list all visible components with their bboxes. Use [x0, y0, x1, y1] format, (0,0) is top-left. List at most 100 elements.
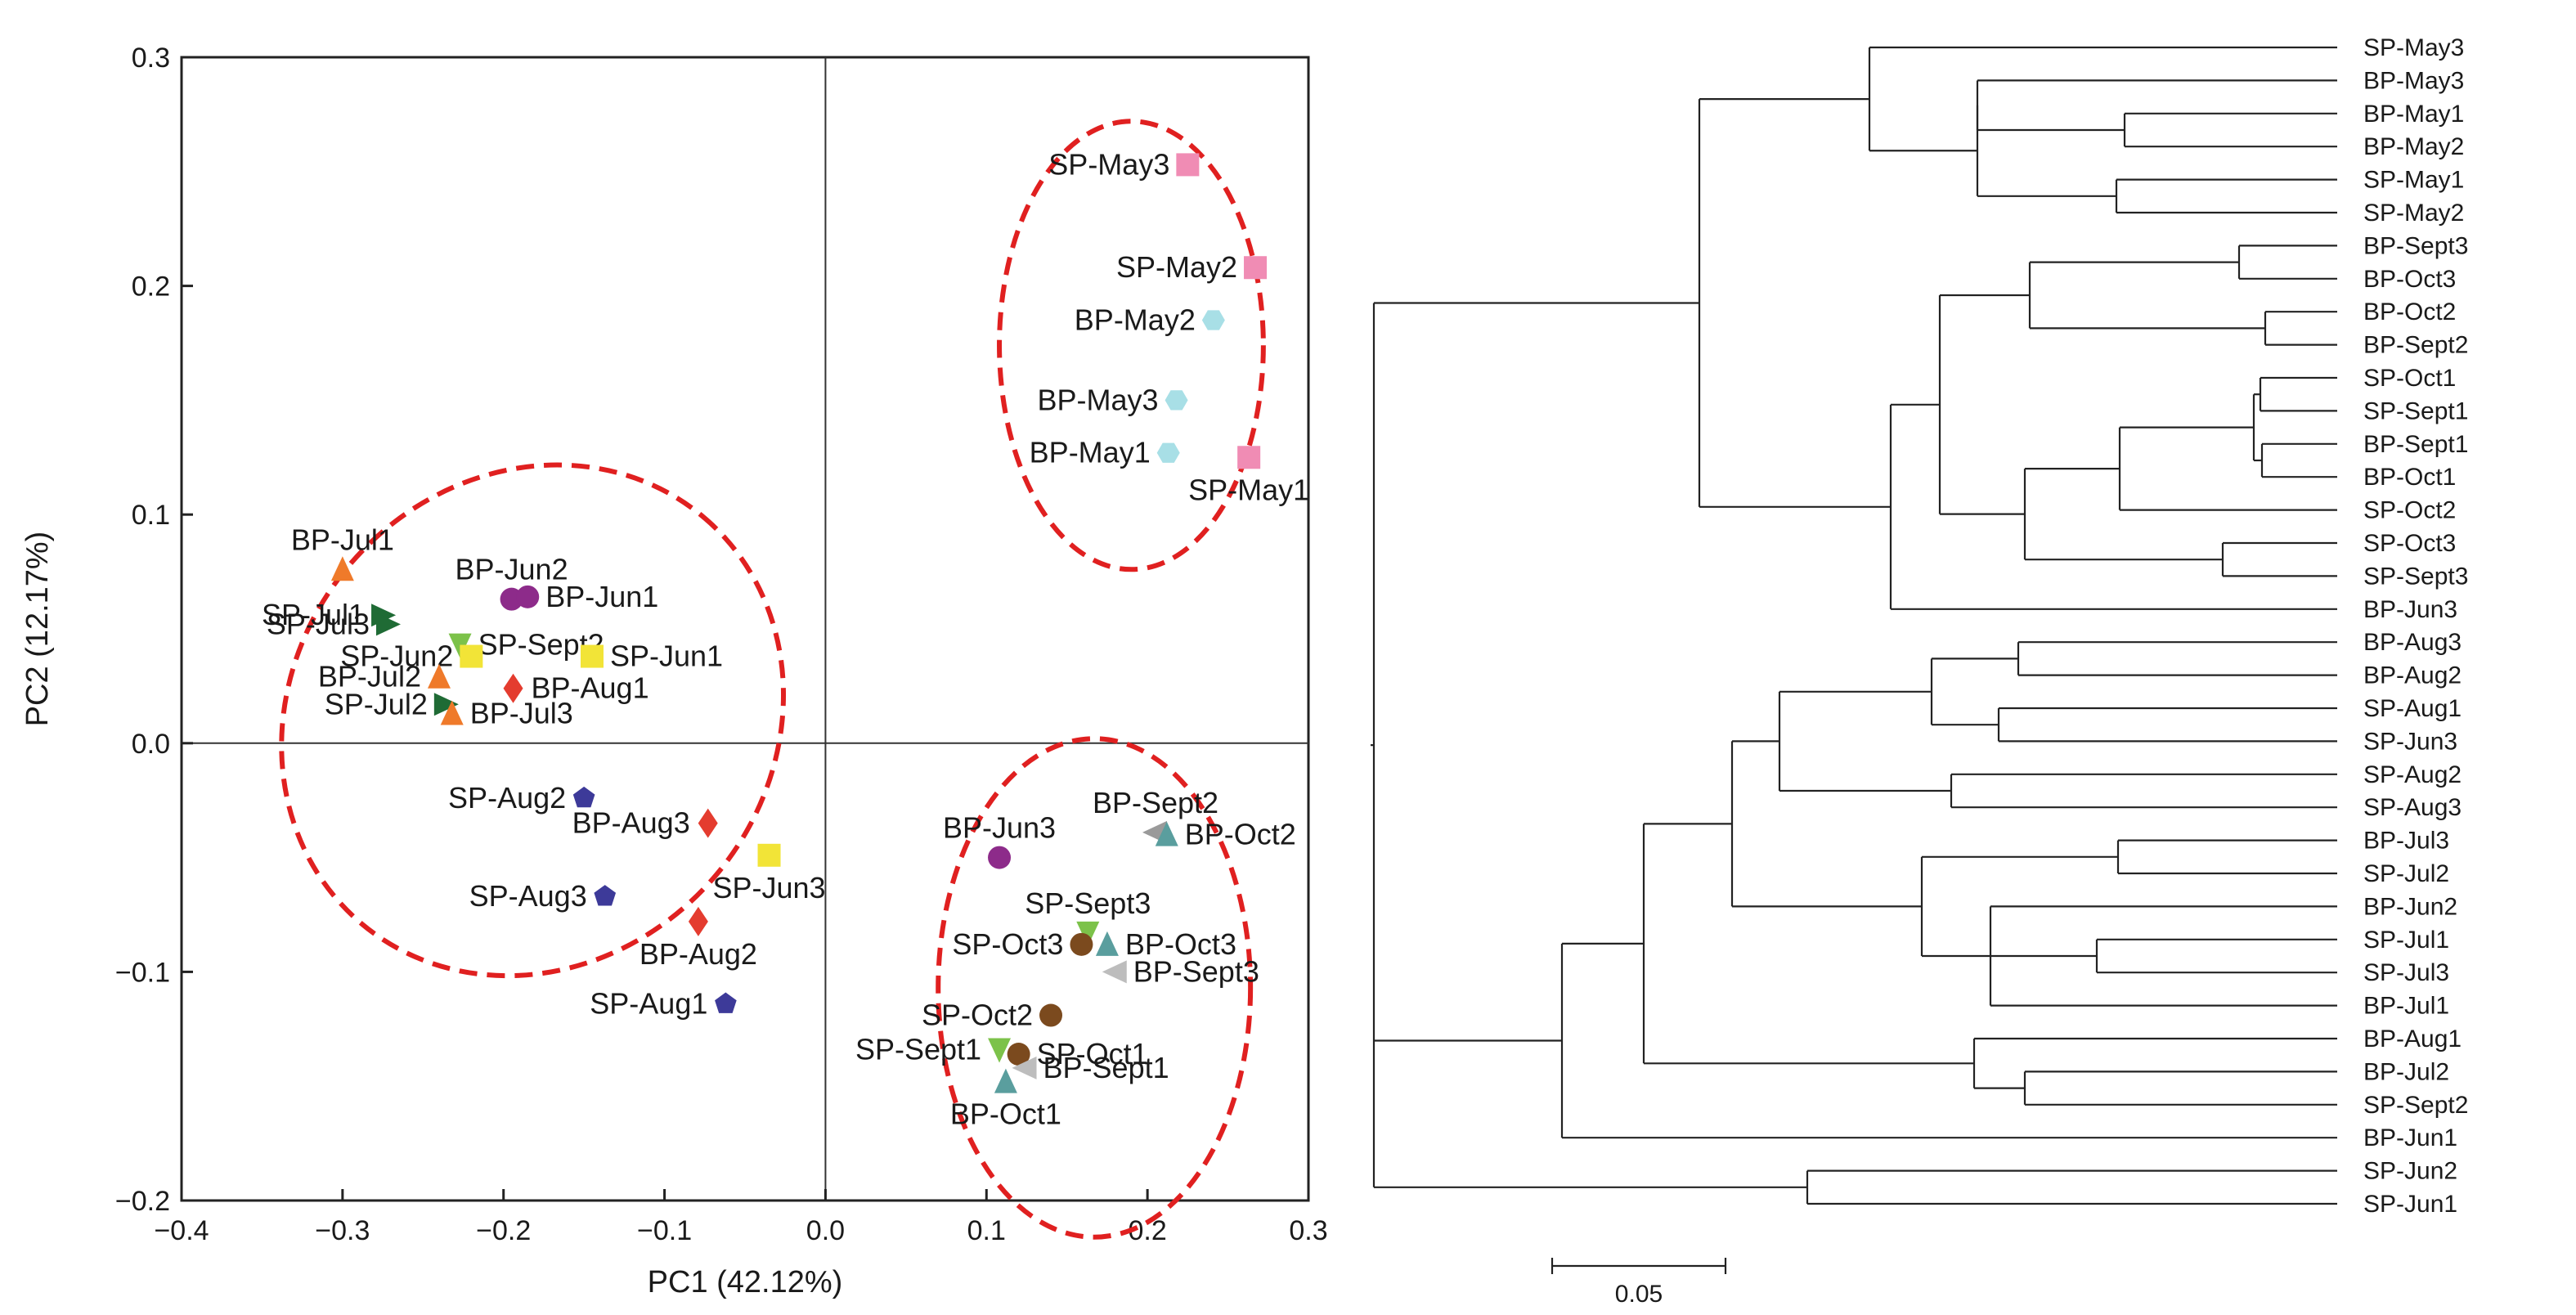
point-marker — [1076, 921, 1100, 946]
point-marker — [1237, 446, 1261, 469]
point-marker — [375, 613, 401, 636]
point-label: BP-May3 — [1038, 383, 1159, 416]
point-marker — [440, 700, 464, 725]
x-tick-label: −0.3 — [315, 1215, 370, 1246]
point-marker — [1007, 1043, 1030, 1066]
leaf-label: BP-Oct1 — [2363, 464, 2456, 491]
x-axis-title: PC1 (42.12%) — [648, 1265, 843, 1299]
y-tick-label: 0.1 — [132, 500, 170, 531]
y-tick-label: 0.3 — [132, 43, 170, 74]
point-marker — [1155, 821, 1178, 846]
leaf-label: SP-May2 — [2363, 200, 2464, 227]
leaf-label: SP-Oct2 — [2363, 497, 2456, 524]
point-label: BP-Jul1 — [291, 523, 394, 556]
point-marker — [988, 846, 1012, 869]
x-tick-label: −0.1 — [637, 1215, 692, 1246]
point-marker — [1156, 442, 1180, 463]
leaf-label: SP-Aug2 — [2363, 761, 2462, 788]
point-label: SP-Jun3 — [712, 871, 825, 904]
point-label: SP-May1 — [1188, 473, 1309, 506]
leaf-label: BP-Jun2 — [2363, 893, 2457, 920]
point-label: BP-Sept3 — [1133, 954, 1259, 988]
leaf-label: SP-Jun1 — [2363, 1191, 2457, 1218]
point-marker — [580, 644, 604, 668]
point-label: SP-Aug2 — [448, 781, 566, 815]
leaf-label: SP-Jul2 — [2363, 860, 2449, 887]
point-marker — [433, 693, 459, 716]
point-label: SP-Oct1 — [1037, 1037, 1148, 1070]
point-marker — [988, 1038, 1012, 1063]
leaf-label: SP-May1 — [2363, 167, 2464, 194]
point-label: BP-Jun1 — [545, 580, 658, 613]
point-marker — [1095, 931, 1119, 956]
x-tick-label: 0.0 — [806, 1215, 845, 1246]
leaf-label: SP-Sept1 — [2363, 397, 2468, 424]
point-label: SP-Oct3 — [952, 927, 1063, 961]
point-marker — [1165, 390, 1188, 411]
leaf-label: BP-Jun1 — [2363, 1124, 2457, 1151]
point-marker — [427, 663, 451, 689]
x-tick-label: −0.4 — [154, 1215, 209, 1246]
leaf-label: BP-Sept3 — [2363, 232, 2468, 259]
point-label: BP-Jun3 — [943, 811, 1056, 845]
point-label: SP-Aug1 — [590, 987, 707, 1021]
x-tick-label: 0.1 — [967, 1215, 1006, 1246]
y-axis-title: PC2 (12.17%) — [20, 532, 55, 727]
point-label: SP-Jul3 — [267, 607, 370, 640]
cluster-ellipse-may — [997, 119, 1266, 572]
y-tick-label: 0.0 — [132, 729, 170, 760]
y-tick-label: −0.2 — [115, 1186, 170, 1217]
point-marker — [460, 644, 483, 668]
point-label: BP-Jun2 — [456, 553, 568, 586]
point-label: BP-Oct2 — [1185, 818, 1296, 851]
cluster-ellipse-jun-aug — [279, 462, 787, 979]
point-label: SP-May3 — [1048, 147, 1169, 181]
leaf-label: BP-Oct3 — [2363, 266, 2456, 293]
point-label: BP-Aug3 — [572, 806, 690, 840]
point-marker — [1244, 256, 1268, 280]
point-label: SP-May2 — [1116, 250, 1237, 284]
plot-frame — [180, 56, 1310, 1202]
dendrogram: SP-May3 BP-May3 BP-May1 BP-May2 SP-May1 SP-Ma… — [1371, 34, 2468, 1308]
leaf-label: SP-Aug3 — [2363, 794, 2462, 821]
point-label: BP-Aug2 — [640, 937, 757, 971]
point-marker — [330, 556, 354, 581]
point-marker — [572, 786, 595, 808]
leaf-label: SP-Aug1 — [2363, 695, 2462, 722]
scale-bar-label: 0.05 — [1615, 1281, 1663, 1308]
leaf-label: SP-Jun2 — [2363, 1158, 2457, 1185]
leaf-label: SP-Sept2 — [2363, 1092, 2468, 1119]
leaf-label: SP-Jul1 — [2363, 927, 2449, 954]
point-label: BP-Oct1 — [950, 1097, 1061, 1131]
pca-scatter-plot: −0.4 −0.3 −0.2 −0.1 0.0 0.1 0.2 0.3 −0.2 −0.1 0.0 0… — [20, 43, 1328, 1299]
y-tick-label: −0.1 — [115, 957, 170, 988]
point-marker — [994, 1068, 1017, 1093]
point-label: SP-Jul2 — [325, 687, 428, 720]
point-label: SP-Oct2 — [922, 999, 1033, 1032]
point-marker — [688, 906, 708, 936]
leaf-label: SP-Jul3 — [2363, 959, 2449, 986]
leaf-label: SP-May3 — [2363, 34, 2464, 61]
point-marker — [516, 585, 540, 608]
point-label: BP-May2 — [1075, 303, 1196, 337]
leaf-label: BP-Sept2 — [2363, 332, 2468, 359]
point-marker — [757, 843, 781, 867]
leaf-label: BP-May2 — [2363, 133, 2464, 160]
leaf-label: BP-Jun3 — [2363, 596, 2457, 623]
point-marker — [715, 992, 737, 1013]
point-marker — [1039, 1003, 1063, 1027]
point-marker — [1102, 960, 1127, 984]
leaf-label: BP-Jul3 — [2363, 828, 2449, 855]
point-marker — [503, 673, 523, 703]
point-label: SP-Aug3 — [469, 879, 587, 913]
point-label: BP-Sept1 — [1043, 1051, 1169, 1084]
leaf-label: BP-Aug2 — [2363, 662, 2462, 689]
leaf-label: BP-Sept1 — [2363, 431, 2468, 458]
leaf-label: SP-Jun3 — [2363, 728, 2457, 755]
point-label: BP-Jul3 — [470, 696, 573, 729]
point-label: BP-Sept2 — [1093, 786, 1218, 819]
point-label: SP-Jul1 — [262, 598, 365, 631]
x-tick-label: 0.3 — [1289, 1215, 1327, 1246]
leaf-label: BP-May3 — [2363, 67, 2464, 94]
